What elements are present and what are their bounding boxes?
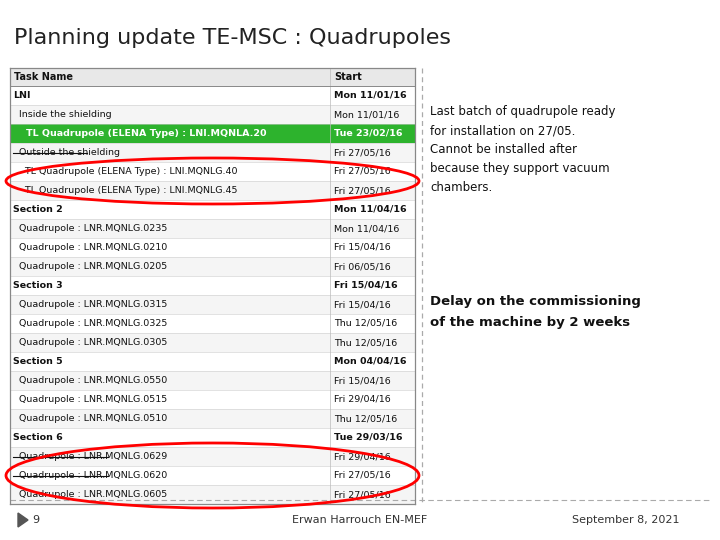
Text: Quadrupole : LNR.MQNLG.0515: Quadrupole : LNR.MQNLG.0515: [13, 395, 167, 404]
Text: Section 2: Section 2: [13, 205, 63, 214]
Text: Section 6: Section 6: [13, 433, 63, 442]
Text: Fri 15/04/16: Fri 15/04/16: [334, 376, 391, 385]
Text: Quadrupole : LNR.MQNLG.0510: Quadrupole : LNR.MQNLG.0510: [13, 414, 167, 423]
Text: TL Quadrupole (ELENA Type) : LNI.MQNLG.45: TL Quadrupole (ELENA Type) : LNI.MQNLG.4…: [13, 186, 238, 195]
Text: Fri 15/04/16: Fri 15/04/16: [334, 243, 391, 252]
Text: Mon 11/04/16: Mon 11/04/16: [334, 224, 400, 233]
Bar: [10, 181, 415, 200]
Text: September 8, 2021: September 8, 2021: [572, 515, 680, 525]
Text: Last batch of quadrupole ready: Last batch of quadrupole ready: [430, 105, 616, 118]
Text: Section 5: Section 5: [13, 357, 63, 366]
Bar: [10, 68, 415, 86]
Text: chambers.: chambers.: [430, 181, 492, 194]
Text: Quadrupole : LNR.MQNLG.0205: Quadrupole : LNR.MQNLG.0205: [13, 262, 167, 271]
Bar: [10, 409, 415, 428]
Text: Fri 06/05/16: Fri 06/05/16: [334, 262, 391, 271]
Text: Quadrupole : LNR.MQNLG.0325: Quadrupole : LNR.MQNLG.0325: [13, 319, 167, 328]
Text: Erwan Harrouch EN-MEF: Erwan Harrouch EN-MEF: [292, 515, 428, 525]
Text: Fri 27/05/16: Fri 27/05/16: [334, 471, 391, 480]
Text: of the machine by 2 weeks: of the machine by 2 weeks: [430, 316, 630, 329]
Text: Outside the shielding: Outside the shielding: [13, 148, 120, 157]
Text: Cannot be installed after: Cannot be installed after: [430, 143, 577, 156]
Bar: [10, 257, 415, 276]
Text: Delay on the commissioning: Delay on the commissioning: [430, 295, 641, 308]
Text: Task Name: Task Name: [14, 72, 73, 82]
Text: Quadrupole : LNR.MQNLG.0620: Quadrupole : LNR.MQNLG.0620: [13, 471, 167, 480]
Bar: [10, 447, 415, 466]
Text: TL Quadrupole (ELENA Type) : LNI.MQNLA.20: TL Quadrupole (ELENA Type) : LNI.MQNLA.2…: [13, 129, 266, 138]
Text: Thu 12/05/16: Thu 12/05/16: [334, 414, 397, 423]
Bar: [10, 105, 415, 124]
Text: Fri 27/05/16: Fri 27/05/16: [334, 490, 391, 499]
Text: Quadrupole : LNR.MQNLG.0210: Quadrupole : LNR.MQNLG.0210: [13, 243, 167, 252]
Text: Inside the shielding: Inside the shielding: [13, 110, 112, 119]
Text: Quadrupole : LNR.MQNLG.0550: Quadrupole : LNR.MQNLG.0550: [13, 376, 167, 385]
Text: Tue 23/02/16: Tue 23/02/16: [334, 129, 402, 138]
Text: 9: 9: [32, 515, 39, 525]
Text: Start: Start: [334, 72, 361, 82]
Bar: [10, 485, 415, 504]
Text: Mon 11/01/16: Mon 11/01/16: [334, 110, 400, 119]
Text: Thu 12/05/16: Thu 12/05/16: [334, 319, 397, 328]
Polygon shape: [18, 513, 28, 527]
Text: TL Quadrupole (ELENA Type) : LNI.MQNLG.40: TL Quadrupole (ELENA Type) : LNI.MQNLG.4…: [13, 167, 238, 176]
Text: LNI: LNI: [13, 91, 30, 100]
Text: Quadrupole : LNR.MQNLG.0629: Quadrupole : LNR.MQNLG.0629: [13, 452, 167, 461]
Text: Section 3: Section 3: [13, 281, 63, 290]
Bar: [10, 295, 415, 314]
Text: Mon 11/01/16: Mon 11/01/16: [334, 91, 407, 100]
Text: Mon 04/04/16: Mon 04/04/16: [334, 357, 407, 366]
Text: Fri 29/04/16: Fri 29/04/16: [334, 395, 391, 404]
Bar: [10, 371, 415, 390]
Text: Quadrupole : LNR.MQNLG.0315: Quadrupole : LNR.MQNLG.0315: [13, 300, 167, 309]
Text: for installation on 27/05.: for installation on 27/05.: [430, 124, 575, 137]
Text: Fri 15/04/16: Fri 15/04/16: [334, 281, 397, 290]
Text: because they support vacuum: because they support vacuum: [430, 162, 610, 175]
Bar: [10, 143, 415, 162]
Text: Fri 15/04/16: Fri 15/04/16: [334, 300, 391, 309]
Text: Tue 29/03/16: Tue 29/03/16: [334, 433, 402, 442]
Text: Fri 29/04/16: Fri 29/04/16: [334, 452, 391, 461]
Bar: [10, 219, 415, 238]
Text: Thu 12/05/16: Thu 12/05/16: [334, 338, 397, 347]
Text: Fri 27/05/16: Fri 27/05/16: [334, 148, 391, 157]
Bar: [10, 124, 415, 143]
Bar: [10, 333, 415, 352]
Text: Quadrupole : LNR.MQNLG.0305: Quadrupole : LNR.MQNLG.0305: [13, 338, 167, 347]
Text: Fri 27/05/16: Fri 27/05/16: [334, 186, 391, 195]
Text: Planning update TE-MSC : Quadrupoles: Planning update TE-MSC : Quadrupoles: [14, 28, 451, 48]
Text: Quadrupole : LNR.MQNLG.0235: Quadrupole : LNR.MQNLG.0235: [13, 224, 167, 233]
Text: Fri 27/05/16: Fri 27/05/16: [334, 167, 391, 176]
Text: Quadrupole : LNR.MQNLG.0605: Quadrupole : LNR.MQNLG.0605: [13, 490, 167, 499]
Text: Mon 11/04/16: Mon 11/04/16: [334, 205, 407, 214]
